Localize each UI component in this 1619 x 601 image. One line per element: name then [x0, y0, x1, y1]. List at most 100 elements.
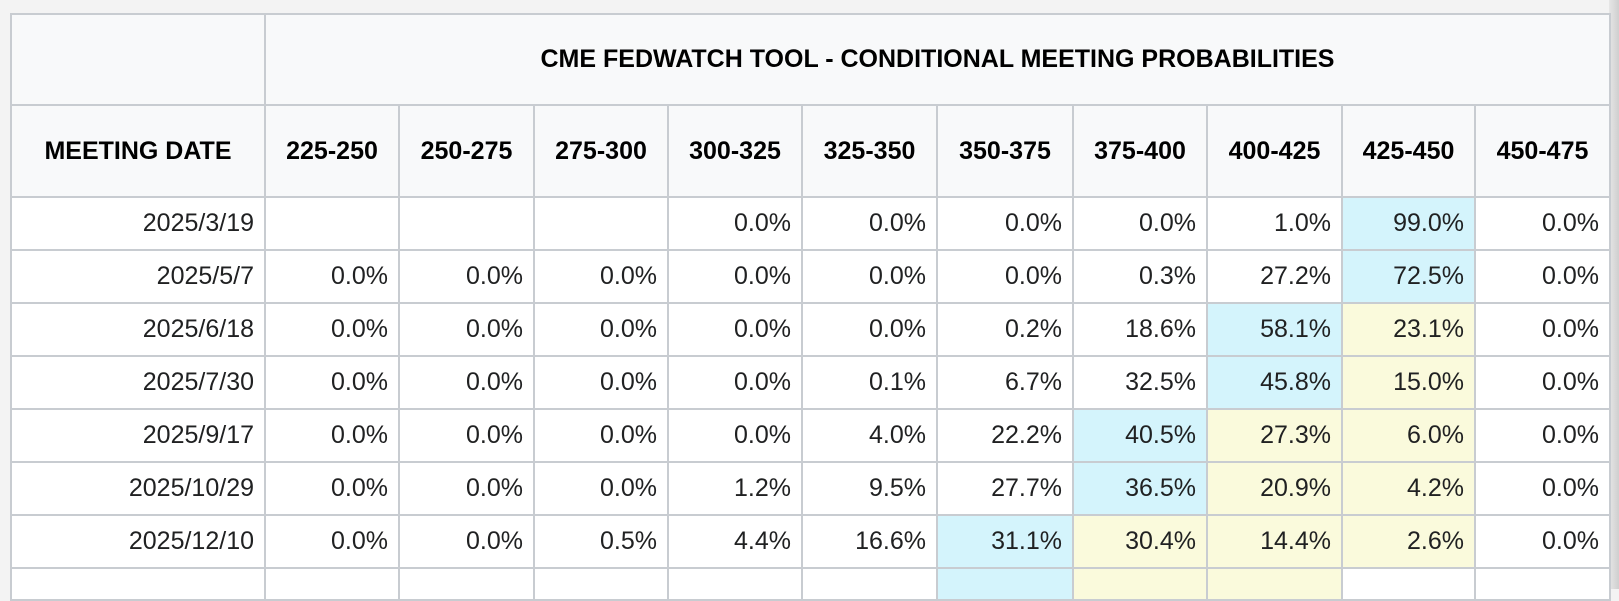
probability-cell: 58.1%	[1206, 302, 1343, 357]
table-row-partial	[10, 567, 1611, 601]
probability-cell: 0.0%	[264, 355, 400, 410]
probability-cell: 1.0%	[1206, 196, 1343, 251]
probability-cell: 0.0%	[398, 355, 535, 410]
probability-cell: 45.8%	[1206, 355, 1343, 410]
fedwatch-probability-table: CME FEDWATCH TOOL - CONDITIONAL MEETING …	[10, 13, 1611, 601]
table-row: 2025/10/29 0.0% 0.0% 0.0% 1.2% 9.5% 27.7% 36.5%…	[10, 461, 1611, 516]
probability-cell	[667, 567, 803, 601]
probability-cell: 4.0%	[801, 408, 938, 463]
probability-cell: 31.1%	[936, 514, 1074, 569]
probability-cell: 27.2%	[1206, 249, 1343, 304]
probability-cell: 27.7%	[936, 461, 1074, 516]
probability-cell: 0.0%	[533, 302, 669, 357]
probability-cell	[533, 196, 669, 251]
probability-cell: 0.0%	[1474, 302, 1611, 357]
probability-cell: 18.6%	[1072, 302, 1208, 357]
probability-cell: 0.0%	[1474, 355, 1611, 410]
probability-cell: 0.0%	[936, 249, 1074, 304]
probability-cell: 0.0%	[667, 196, 803, 251]
probability-cell: 0.0%	[264, 249, 400, 304]
probability-cell: 99.0%	[1341, 196, 1476, 251]
probability-cell: 23.1%	[1341, 302, 1476, 357]
probability-cell: 40.5%	[1072, 408, 1208, 463]
probability-cell: 0.3%	[1072, 249, 1208, 304]
column-header-row: MEETING DATE 225-250 250-275 275-300 300-32…	[10, 104, 1611, 198]
meeting-date-cell: 2025/10/29	[10, 461, 266, 516]
table-title: CME FEDWATCH TOOL - CONDITIONAL MEETING …	[264, 13, 1611, 106]
probability-cell: 27.3%	[1206, 408, 1343, 463]
probability-cell	[264, 196, 400, 251]
rate-range-header: 325-350	[801, 104, 938, 198]
probability-cell: 0.0%	[1474, 461, 1611, 516]
probability-cell	[1474, 567, 1611, 601]
probability-cell	[10, 567, 266, 601]
probability-cell: 0.0%	[1474, 514, 1611, 569]
probability-cell: 0.0%	[264, 514, 400, 569]
probability-cell: 0.0%	[667, 355, 803, 410]
probability-cell: 0.0%	[533, 355, 669, 410]
probability-cell: 0.1%	[801, 355, 938, 410]
probability-cell: 0.0%	[533, 408, 669, 463]
rate-range-header: 300-325	[667, 104, 803, 198]
probability-cell: 1.2%	[667, 461, 803, 516]
rate-range-header: 375-400	[1072, 104, 1208, 198]
probability-cell: 0.0%	[801, 196, 938, 251]
rate-range-header: 350-375	[936, 104, 1074, 198]
probability-cell: 0.0%	[398, 514, 535, 569]
probability-cell: 0.0%	[264, 408, 400, 463]
probability-cell: 0.0%	[398, 249, 535, 304]
table-row: 2025/12/10 0.0% 0.0% 0.5% 4.4% 16.6% 31.1% 30.4…	[10, 514, 1611, 569]
probability-cell: 0.0%	[667, 249, 803, 304]
probability-cell: 0.0%	[264, 302, 400, 357]
table-row: 2025/5/7 0.0% 0.0% 0.0% 0.0% 0.0% 0.0% 0.3% 27.2…	[10, 249, 1611, 304]
probability-cell: 0.5%	[533, 514, 669, 569]
probability-cell	[1206, 567, 1343, 601]
probability-cell: 4.4%	[667, 514, 803, 569]
probability-cell	[533, 567, 669, 601]
rate-range-header: 400-425	[1206, 104, 1343, 198]
meeting-date-cell: 2025/3/19	[10, 196, 266, 251]
probability-cell: 72.5%	[1341, 249, 1476, 304]
probability-cell: 4.2%	[1341, 461, 1476, 516]
probability-cell: 30.4%	[1072, 514, 1208, 569]
probability-cell: 14.4%	[1206, 514, 1343, 569]
scrollbar-shadow	[1609, 0, 1619, 589]
probability-cell	[801, 567, 938, 601]
meeting-date-cell: 2025/7/30	[10, 355, 266, 410]
probability-cell: 16.6%	[801, 514, 938, 569]
probability-cell: 0.0%	[533, 461, 669, 516]
probability-cell: 0.0%	[667, 408, 803, 463]
meeting-date-cell: 2025/12/10	[10, 514, 266, 569]
rate-range-header: 450-475	[1474, 104, 1611, 198]
probability-cell: 6.0%	[1341, 408, 1476, 463]
probability-cell: 0.0%	[1474, 249, 1611, 304]
probability-cell: 2.6%	[1341, 514, 1476, 569]
table-row: 2025/6/18 0.0% 0.0% 0.0% 0.0% 0.0% 0.2% 18.6% 58…	[10, 302, 1611, 357]
probability-cell: 0.0%	[398, 302, 535, 357]
rate-range-header: 425-450	[1341, 104, 1476, 198]
meeting-date-cell: 2025/6/18	[10, 302, 266, 357]
probability-cell: 15.0%	[1341, 355, 1476, 410]
probability-cell: 20.9%	[1206, 461, 1343, 516]
probability-cell: 0.0%	[667, 302, 803, 357]
probability-cell: 0.0%	[936, 196, 1074, 251]
probability-cell: 0.2%	[936, 302, 1074, 357]
probability-cell	[936, 567, 1074, 601]
rate-range-header: 250-275	[398, 104, 535, 198]
probability-cell: 0.0%	[533, 249, 669, 304]
meeting-date-header: MEETING DATE	[10, 104, 266, 198]
probability-cell: 9.5%	[801, 461, 938, 516]
probability-cell: 0.0%	[398, 408, 535, 463]
probability-cell	[398, 567, 535, 601]
probability-cell: 0.0%	[801, 249, 938, 304]
probability-cell: 32.5%	[1072, 355, 1208, 410]
probability-cell: 36.5%	[1072, 461, 1208, 516]
probability-cell: 0.0%	[264, 461, 400, 516]
probability-cell: 22.2%	[936, 408, 1074, 463]
table-row: 2025/9/17 0.0% 0.0% 0.0% 0.0% 4.0% 22.2% 40.5% 2…	[10, 408, 1611, 463]
title-row: CME FEDWATCH TOOL - CONDITIONAL MEETING …	[10, 13, 1611, 106]
table-row: 2025/7/30 0.0% 0.0% 0.0% 0.0% 0.1% 6.7% 32.5% 45…	[10, 355, 1611, 410]
probability-cell	[398, 196, 535, 251]
probability-cell: 6.7%	[936, 355, 1074, 410]
rate-range-header: 225-250	[264, 104, 400, 198]
